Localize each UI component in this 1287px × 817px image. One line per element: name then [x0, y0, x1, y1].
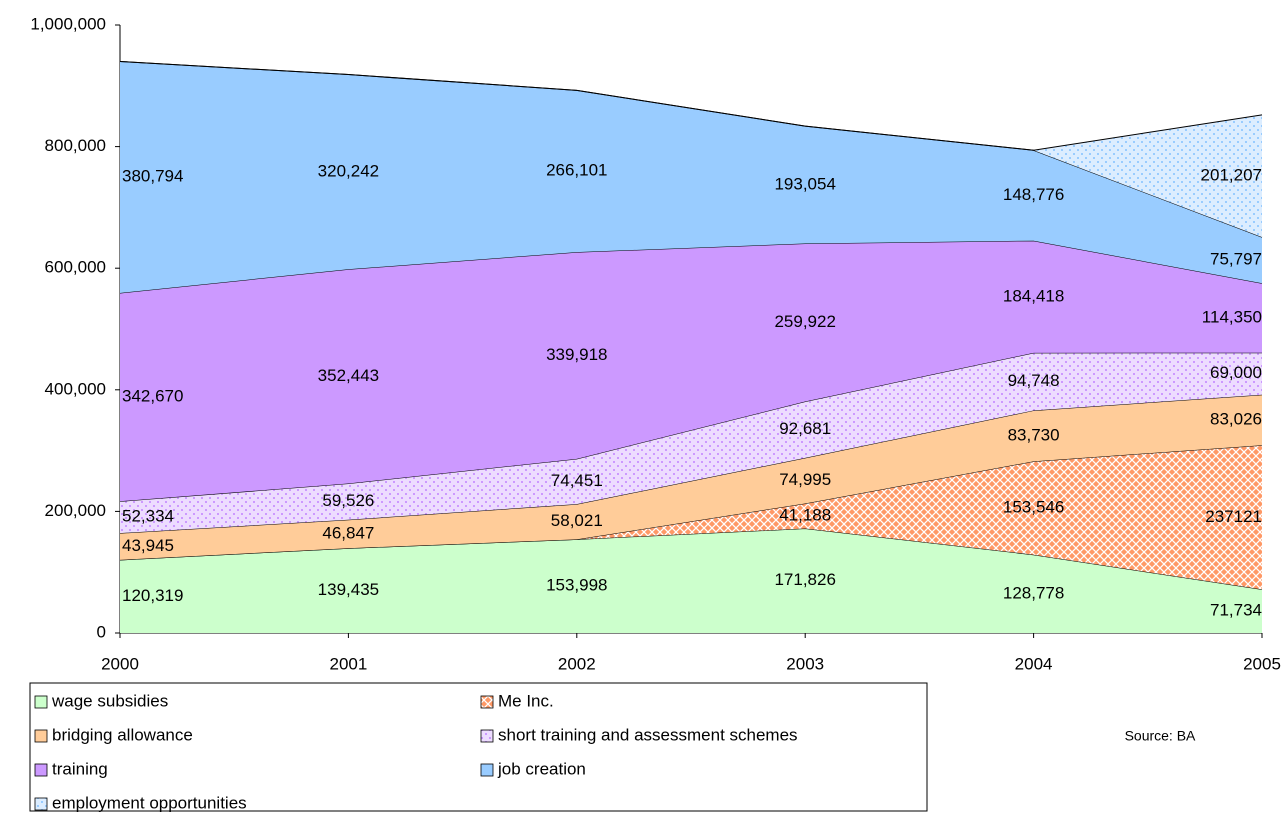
area — [120, 61, 1262, 293]
legend-swatch — [34, 695, 48, 709]
legend-label: job creation — [497, 759, 586, 778]
data-label: 171,826 — [774, 570, 835, 589]
data-label: 380,794 — [122, 167, 183, 186]
data-label: 139,435 — [318, 580, 379, 599]
data-label: 266,101 — [546, 161, 607, 180]
y-tick-label: 400,000 — [45, 379, 106, 398]
legend-swatch — [480, 763, 494, 777]
data-label: 342,670 — [122, 387, 183, 406]
legend-label: training — [52, 759, 108, 778]
legend-label: employment opportunities — [52, 793, 247, 812]
legend-swatch — [480, 695, 494, 709]
data-label: 259,922 — [774, 312, 835, 331]
x-tick-label: 2004 — [1015, 654, 1053, 673]
data-label: 153,546 — [1003, 498, 1064, 517]
y-tick-label: 1,000,000 — [30, 14, 106, 33]
x-tick-label: 2001 — [329, 654, 367, 673]
y-tick-label: 200,000 — [45, 501, 106, 520]
data-label: 69,000 — [1210, 363, 1262, 382]
area — [120, 352, 1262, 534]
data-label: 43,945 — [122, 536, 174, 555]
data-label: 83,730 — [1008, 425, 1060, 444]
legend-swatch — [480, 729, 494, 743]
y-tick-label: 600,000 — [45, 258, 106, 277]
data-label: 83,026 — [1210, 409, 1262, 428]
legend-label: Me Inc. — [498, 691, 554, 710]
data-label: 75,797 — [1210, 250, 1262, 269]
data-label: 46,847 — [322, 523, 374, 542]
data-label: 114,350 — [1202, 308, 1262, 327]
x-tick-label: 2005 — [1243, 654, 1281, 673]
data-label: 153,998 — [546, 576, 607, 595]
data-label: 120,319 — [122, 586, 183, 605]
legend-label: bridging allowance — [52, 725, 193, 744]
data-label: 320,242 — [318, 161, 379, 180]
data-label: 74,451 — [551, 471, 603, 490]
data-label: 71,734 — [1210, 601, 1262, 620]
data-label: 52,334 — [122, 507, 174, 526]
legend-swatch — [34, 729, 48, 743]
area — [120, 394, 1262, 560]
data-label: 237121 — [1205, 507, 1262, 526]
data-label: 148,776 — [1003, 185, 1064, 204]
y-tick-label: 0 — [97, 622, 106, 641]
legend-swatch — [34, 763, 48, 777]
legend-label: wage subsidies — [51, 691, 168, 710]
data-label: 352,443 — [318, 366, 379, 385]
x-tick-label: 2003 — [786, 654, 824, 673]
data-label: 58,021 — [551, 511, 603, 530]
area-edge — [119, 60, 1263, 151]
data-label: 201,207 — [1201, 165, 1262, 184]
area — [120, 445, 1262, 590]
data-label: 193,054 — [774, 174, 835, 193]
data-label: 59,526 — [322, 491, 374, 510]
data-label: 94,748 — [1008, 371, 1060, 390]
source-note: Source: BA — [1125, 728, 1196, 744]
x-tick-label: 2000 — [101, 654, 139, 673]
legend-box — [29, 682, 928, 812]
area — [120, 528, 1262, 633]
legend-swatch — [34, 797, 48, 811]
data-label: 128,778 — [1003, 583, 1064, 602]
area — [120, 240, 1262, 502]
legend-label: short training and assessment schemes — [498, 725, 798, 744]
x-tick-label: 2002 — [558, 654, 596, 673]
data-label: 184,418 — [1003, 286, 1064, 305]
data-label: 339,918 — [546, 345, 607, 364]
data-label: 74,995 — [779, 470, 831, 489]
y-tick-label: 800,000 — [45, 136, 106, 155]
data-label: 41,188 — [779, 505, 831, 524]
data-label: 92,681 — [779, 419, 831, 438]
